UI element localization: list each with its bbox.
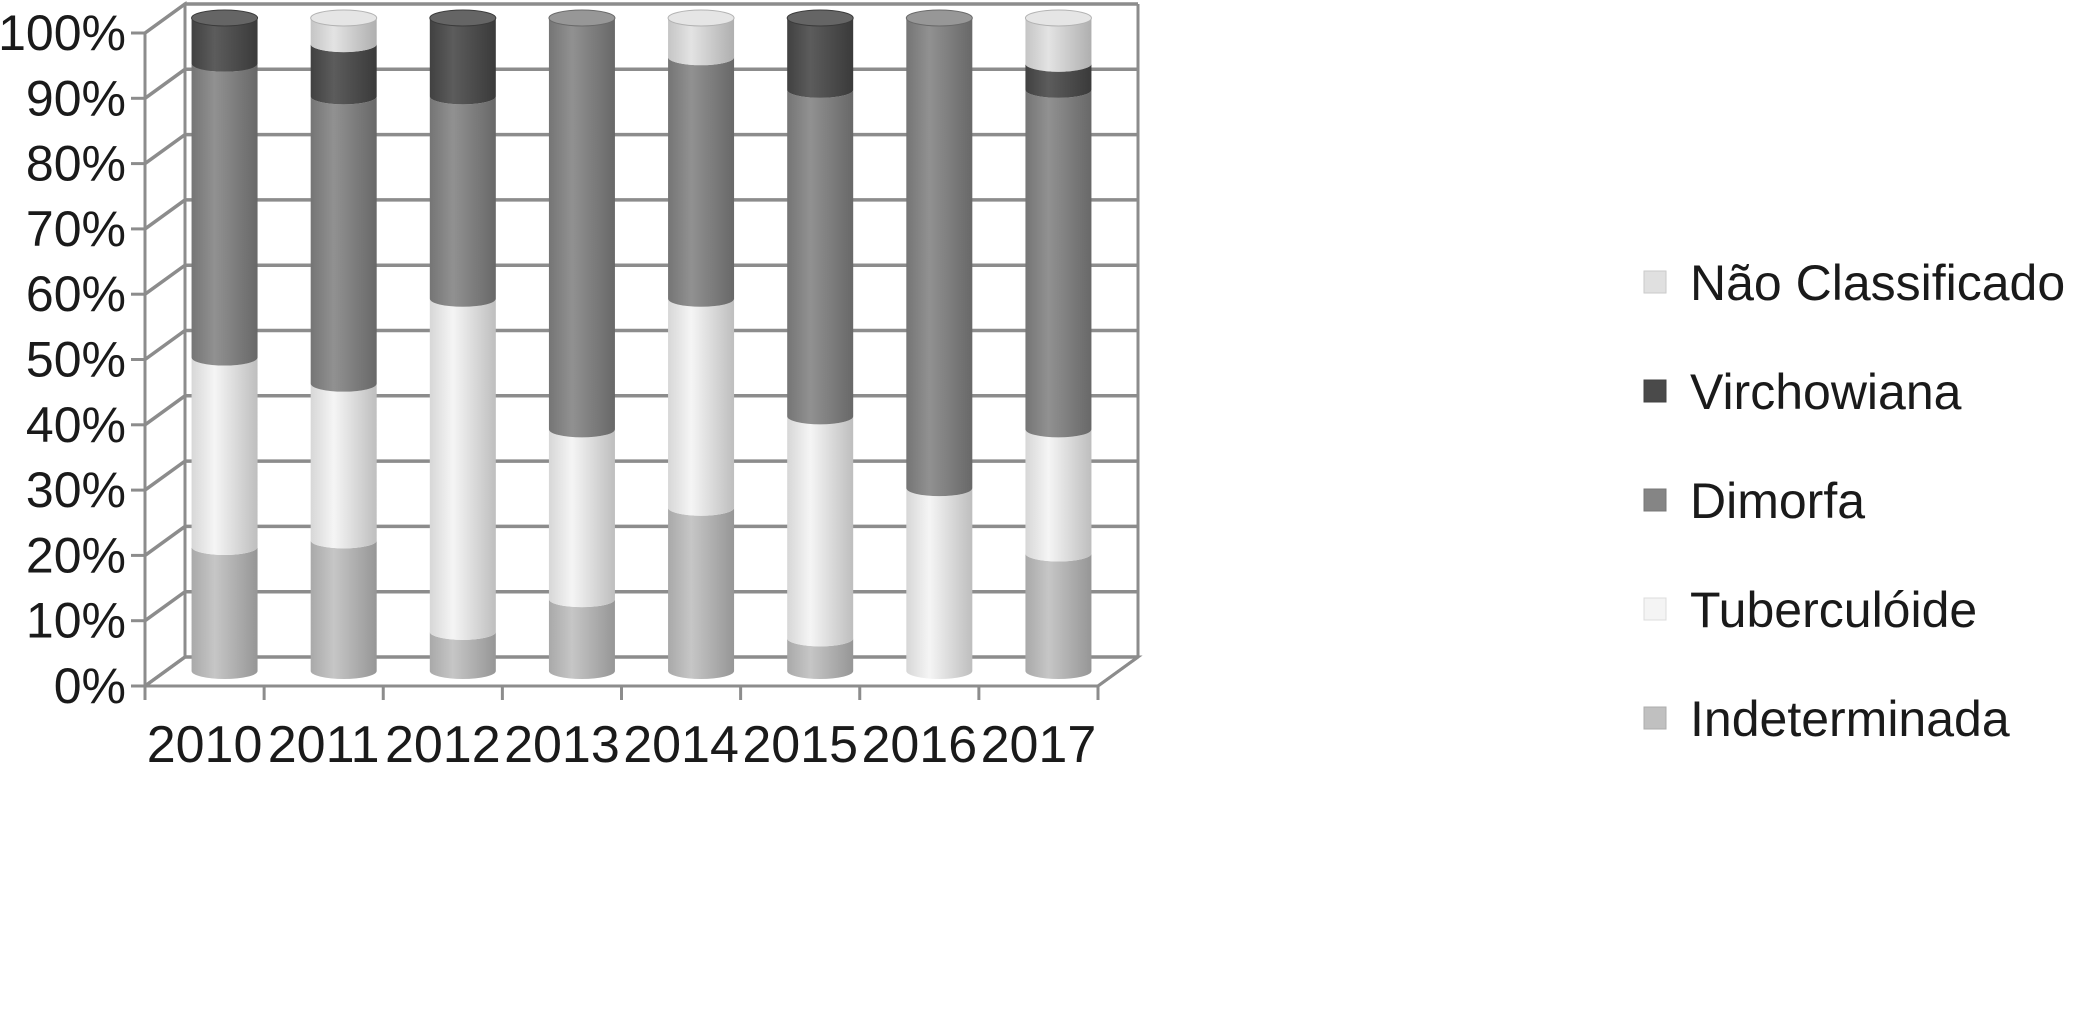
legend-item: Não Classificado — [1643, 255, 2065, 311]
bar-segment — [310, 96, 377, 392]
bar-segment — [668, 18, 735, 66]
legend-swatch — [1643, 488, 1667, 512]
legend-label: Indeterminada — [1690, 691, 2010, 747]
y-tick-label: 50% — [26, 332, 126, 388]
bar-segment — [191, 63, 258, 366]
bar-segment — [787, 416, 854, 647]
bar-segment — [787, 638, 854, 679]
legend-swatch — [1643, 597, 1667, 621]
bar-segment — [1025, 18, 1092, 72]
bar-segment — [429, 631, 496, 679]
bars — [191, 9, 1092, 679]
x-tick-label: 2011 — [268, 716, 380, 774]
x-tick-label: 2012 — [385, 716, 501, 774]
gridline — [143, 2, 1138, 35]
bar-segment — [429, 96, 496, 307]
legend-swatch — [1643, 706, 1667, 730]
bar-segment — [1025, 63, 1092, 98]
gridline — [143, 524, 1138, 557]
bar-segment — [668, 57, 735, 307]
x-tick-label: 2016 — [861, 716, 977, 774]
gridlines — [143, 2, 1138, 688]
legend-swatch — [1643, 270, 1667, 294]
gridline — [143, 132, 1138, 166]
gridline — [143, 459, 1138, 492]
bar-top-cap — [191, 9, 259, 27]
bar-top-cap — [429, 9, 497, 27]
y-tick-label: 40% — [26, 397, 126, 453]
y-tick-label: 90% — [26, 70, 126, 126]
bar-segment — [668, 507, 735, 679]
bar-segment — [429, 18, 496, 105]
legend-label: Dimorfa — [1690, 473, 1865, 529]
x-tick-label: 2017 — [981, 716, 1097, 774]
y-tick-label: 30% — [26, 462, 126, 518]
bar-segment — [1025, 553, 1092, 679]
legend-item: Dimorfa — [1643, 473, 1865, 529]
bar-segment — [906, 488, 973, 679]
bar-segment — [191, 546, 258, 679]
y-tick-label: 100% — [0, 5, 126, 61]
y-tick-label: 0% — [54, 658, 126, 714]
floor-edge — [1097, 655, 1139, 688]
bar-segment — [1025, 429, 1092, 562]
legend-label: Não Classificado — [1690, 255, 2065, 311]
bar-segment — [1025, 89, 1092, 438]
gridline — [143, 67, 1138, 100]
x-tick-label: 2013 — [504, 716, 620, 774]
bar-segment — [310, 44, 377, 105]
bar-top-cap — [310, 9, 378, 27]
legend-swatch — [1643, 379, 1667, 403]
gridline — [143, 394, 1138, 427]
gridline — [143, 263, 1138, 296]
bar-segment — [191, 357, 258, 555]
y-tick-label: 80% — [26, 136, 126, 192]
bar-segment — [429, 298, 496, 640]
gridline — [143, 328, 1138, 361]
bar-segment — [668, 298, 735, 516]
bar-segment — [548, 429, 615, 608]
y-tick-label: 70% — [26, 201, 126, 257]
bar-segment — [787, 89, 854, 425]
bar-segment — [906, 18, 973, 497]
bar-segment — [787, 18, 854, 98]
y-tick-label: 20% — [26, 527, 126, 583]
y-tick-label: 10% — [26, 593, 126, 649]
legend-label: Virchowiana — [1690, 364, 1962, 420]
bar-segment — [310, 383, 377, 549]
legend: Não Classificado Virchowiana Dimorfa Tuberc… — [1643, 255, 2065, 747]
bar-top-cap — [667, 9, 735, 27]
bar-top-cap — [905, 9, 973, 27]
bar-top-cap — [786, 9, 854, 27]
x-tick-label: 2010 — [147, 716, 263, 774]
bar-segment — [310, 18, 377, 53]
bar-top-cap — [548, 9, 616, 27]
bar-segment — [548, 18, 615, 438]
x-tick-label: 2015 — [742, 716, 858, 774]
legend-item: Indeterminada — [1643, 691, 2010, 747]
gridline — [143, 589, 1138, 623]
chart-back-wall — [140, 1, 1143, 689]
legend-item: Virchowiana — [1643, 364, 1962, 420]
bar-top-cap — [1024, 9, 1092, 27]
gridline — [143, 198, 1138, 231]
legend-item: Tuberculóide — [1643, 582, 1977, 638]
bar-segment — [191, 18, 258, 72]
x-tick-label: 2014 — [623, 716, 739, 774]
bar-segment — [548, 599, 615, 679]
bar-segment — [310, 540, 377, 679]
chart-floor — [140, 655, 1143, 688]
y-tick-label: 60% — [26, 266, 126, 322]
axes — [131, 31, 1139, 700]
y-axis-tick-labels: 0% 10% 20% 30% 40% 50% 60% 70% 80% 90% 100% — [0, 5, 126, 714]
x-axis-tick-labels: 2010 2011 2012 2013 2014 2015 2016 2017 — [147, 716, 1097, 774]
legend-label: Tuberculóide — [1690, 582, 1977, 638]
